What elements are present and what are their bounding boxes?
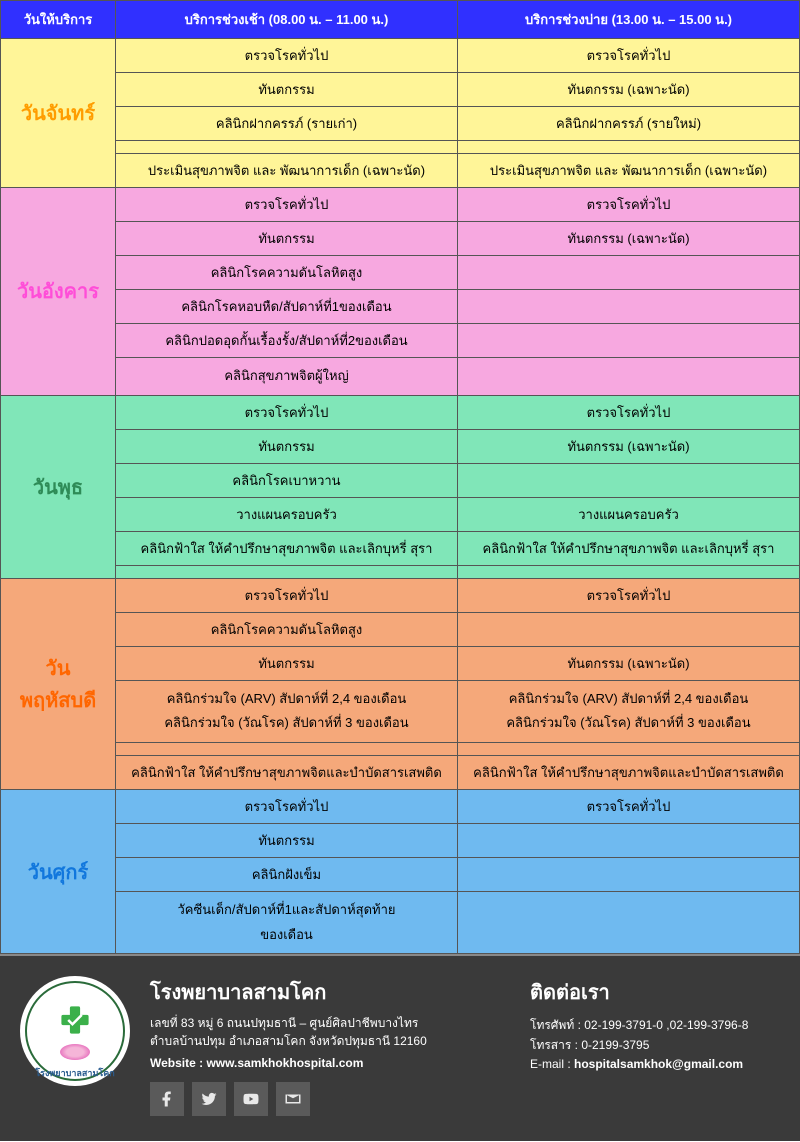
table-cell xyxy=(458,141,800,154)
header-day: วันให้บริการ xyxy=(1,1,116,39)
table-cell: ตรวจโรคทั่วไป xyxy=(458,39,800,73)
table-cell: คลินิกโรคความดันโลหิตสูง xyxy=(116,256,458,290)
table-cell: ทันตกรรม xyxy=(116,222,458,256)
email-icon[interactable] xyxy=(276,1082,310,1116)
footer: โรงพยาบาลสามโคก โรงพยาบาลสามโคก เลขที่ 8… xyxy=(0,954,800,1141)
table-cell: ประเมินสุขภาพจิต และ พัฒนาการเด็ก (เฉพาะ… xyxy=(458,154,800,188)
table-cell: ตรวจโรคทั่วไป xyxy=(458,395,800,429)
table-cell: คลินิกร่วมใจ (ARV) สัปดาห์ที่ 2,4 ของเดื… xyxy=(458,680,800,742)
table-cell: คลินิกปอดอุดกั้นเรื้องรั้ง/สัปดาห์ที่2ขอ… xyxy=(116,324,458,358)
header-morning: บริการช่วงเช้า (08.00 น. – 11.00 น.) xyxy=(116,1,458,39)
table-cell xyxy=(116,565,458,578)
hospital-logo: โรงพยาบาลสามโคก xyxy=(20,976,130,1086)
table-cell xyxy=(458,743,800,756)
twitter-icon[interactable] xyxy=(192,1082,226,1116)
table-cell: วัคซีนเด็ก/สัปดาห์ที่1และสัปดาห์สุดท้ายข… xyxy=(116,892,458,954)
table-cell: ตรวจโรคทั่วไป xyxy=(458,578,800,612)
day-cell: วันพฤหัสบดี xyxy=(1,578,116,789)
table-cell: คลินิกฟ้าใส ให้คำปรึกษาสุขภาพจิตและบำบัด… xyxy=(116,756,458,790)
table-cell: คลินิกฟ้าใส ให้คำปรึกษาสุขภาพจิตและบำบัด… xyxy=(458,756,800,790)
contact-email: E-mail : hospitalsamkhok@gmail.com xyxy=(530,1055,780,1074)
social-row xyxy=(150,1082,510,1116)
hospital-info: โรงพยาบาลสามโคก เลขที่ 83 หมู่ 6 ถนนปทุม… xyxy=(150,976,510,1116)
table-cell: คลินิกฝังเข็ม xyxy=(116,858,458,892)
table-cell: คลินิกร่วมใจ (ARV) สัปดาห์ที่ 2,4 ของเดื… xyxy=(116,680,458,742)
table-cell: ทันตกรรม (เฉพาะนัด) xyxy=(458,646,800,680)
hospital-address: เลขที่ 83 หมู่ 6 ถนนปทุมธานี – ศูนย์ศิลป… xyxy=(150,1014,510,1050)
table-cell xyxy=(458,858,800,892)
hospital-name: โรงพยาบาลสามโคก xyxy=(150,976,510,1008)
table-cell: คลินิกโรคความดันโลหิตสูง xyxy=(116,612,458,646)
header-afternoon: บริการช่วงบ่าย (13.00 น. – 15.00 น.) xyxy=(458,1,800,39)
day-cell: วันอังคาร xyxy=(1,188,116,396)
table-cell: คลินิกสุขภาพจิตผู้ใหญ่ xyxy=(116,358,458,396)
table-cell: ตรวจโรคทั่วไป xyxy=(458,790,800,824)
table-cell xyxy=(116,743,458,756)
table-cell: ทันตกรรม (เฉพาะนัด) xyxy=(458,222,800,256)
contact-fax: โทรสาร : 0-2199-3795 xyxy=(530,1036,780,1055)
table-cell: คลินิกฝากครรภ์ (รายเก่า) xyxy=(116,107,458,141)
table-cell: วางแผนครอบครัว xyxy=(116,497,458,531)
table-cell: คลินิกฟ้าใส ให้คำปรึกษาสุขภาพจิต และเลิก… xyxy=(458,531,800,565)
table-cell: ทันตกรรม xyxy=(116,646,458,680)
day-cell: วันศุกร์ xyxy=(1,790,116,954)
table-cell: คลินิกโรคหอบหืด/สัปดาห์ที่1ของเดือน xyxy=(116,290,458,324)
table-cell xyxy=(458,290,800,324)
table-cell: ตรวจโรคทั่วไป xyxy=(116,395,458,429)
contact-title: ติดต่อเรา xyxy=(530,976,780,1008)
table-cell: ตรวจโรคทั่วไป xyxy=(116,39,458,73)
table-cell: วางแผนครอบครัว xyxy=(458,497,800,531)
table-cell: คลินิกฟ้าใส ให้คำปรึกษาสุขภาพจิต และเลิก… xyxy=(116,531,458,565)
table-cell xyxy=(458,256,800,290)
table-cell xyxy=(458,463,800,497)
table-cell: คลินิกฝากครรภ์ (รายใหม่) xyxy=(458,107,800,141)
schedule-table: วันให้บริการ บริการช่วงเช้า (08.00 น. – … xyxy=(0,0,800,954)
contact-phone: โทรศัพท์ : 02-199-3791-0 ,02-199-3796-8 xyxy=(530,1016,780,1035)
table-cell xyxy=(458,892,800,954)
youtube-icon[interactable] xyxy=(234,1082,268,1116)
table-cell: ทันตกรรม xyxy=(116,429,458,463)
day-cell: วันจันทร์ xyxy=(1,39,116,188)
table-cell xyxy=(458,824,800,858)
table-cell: ทันตกรรม xyxy=(116,73,458,107)
table-cell: ทันตกรรม xyxy=(116,824,458,858)
table-cell: ตรวจโรคทั่วไป xyxy=(116,578,458,612)
hospital-website: Website : www.samkhokhospital.com xyxy=(150,1056,510,1070)
table-cell xyxy=(458,324,800,358)
day-cell: วันพุธ xyxy=(1,395,116,578)
table-cell xyxy=(458,612,800,646)
table-cell: ทันตกรรม (เฉพาะนัด) xyxy=(458,73,800,107)
table-cell: ตรวจโรคทั่วไป xyxy=(116,790,458,824)
table-cell: ตรวจโรคทั่วไป xyxy=(458,188,800,222)
table-cell: ทันตกรรม (เฉพาะนัด) xyxy=(458,429,800,463)
table-cell xyxy=(458,565,800,578)
table-cell xyxy=(458,358,800,396)
logo-text: โรงพยาบาลสามโคก xyxy=(20,1066,130,1080)
table-cell xyxy=(116,141,458,154)
table-cell: ตรวจโรคทั่วไป xyxy=(116,188,458,222)
facebook-icon[interactable] xyxy=(150,1082,184,1116)
table-cell: คลินิกโรคเบาหวาน xyxy=(116,463,458,497)
contact-info: ติดต่อเรา โทรศัพท์ : 02-199-3791-0 ,02-1… xyxy=(530,976,780,1116)
table-cell: ประเมินสุขภาพจิต และ พัฒนาการเด็ก (เฉพาะ… xyxy=(116,154,458,188)
